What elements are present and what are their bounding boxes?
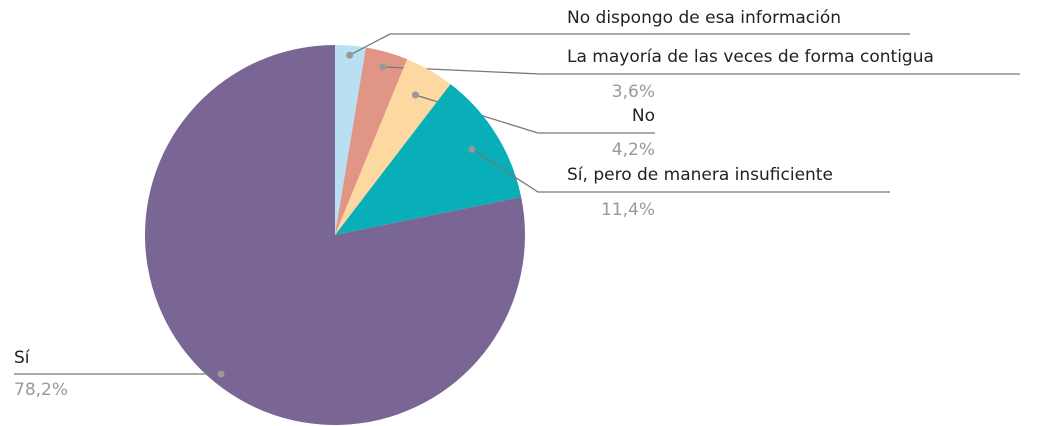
slice-label: La mayoría de las veces de forma contigu… [567, 47, 934, 67]
slice-value: 11,4% [601, 200, 655, 220]
slice-label: No [632, 106, 655, 126]
slice-label: No dispongo de esa información [567, 8, 841, 28]
slice-value: 78,2% [14, 380, 68, 400]
leader-dot [411, 91, 419, 99]
pie-slice [145, 45, 526, 426]
leader-dot [346, 51, 354, 59]
slice-label: Sí, pero de manera insuficiente [567, 165, 833, 185]
pie-slice [335, 45, 366, 235]
pie-slice [335, 84, 522, 236]
leader-dot [217, 370, 225, 378]
pie-slice [335, 59, 451, 235]
pie-slice [335, 47, 408, 236]
slice-label: Sí [14, 348, 31, 368]
leader-line [471, 148, 890, 193]
leader-line [382, 66, 1020, 75]
leader-dot [379, 63, 387, 71]
leader-line [349, 33, 910, 56]
slice-value: 4,2% [612, 140, 655, 160]
leader-dot [468, 145, 476, 153]
slice-value: 3,6% [612, 82, 655, 102]
